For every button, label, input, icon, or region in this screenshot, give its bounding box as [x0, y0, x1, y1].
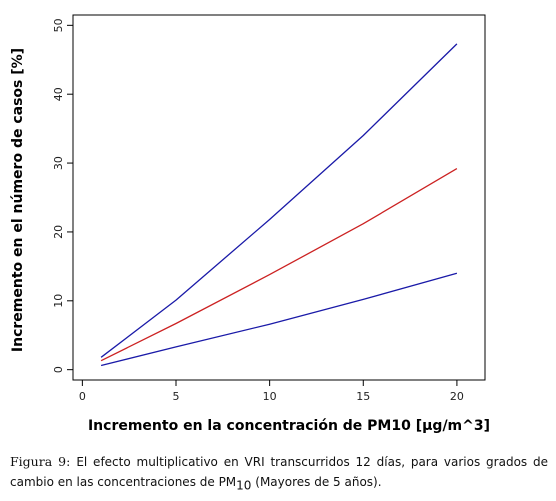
series-line-3 — [100, 272, 458, 367]
caption-tail: (Mayores de 5 años). — [251, 475, 382, 489]
figure-caption: Figura 9: El efecto multiplicativo en VR… — [10, 452, 548, 496]
y-axis-title: Incremento en el número de casos [%] — [10, 48, 26, 352]
x-tick-label: 5 — [173, 390, 180, 403]
series-line-1 — [100, 43, 458, 358]
x-tick-label: 15 — [356, 390, 370, 403]
x-tick-label: 20 — [450, 390, 464, 403]
chart: 0 5 10 15 20 0 10 20 30 40 50 Incremento en la co… — [10, 14, 490, 434]
y-tick-label: 20 — [52, 225, 65, 239]
y-tick-label: 0 — [52, 366, 65, 373]
x-tick-label: 10 — [263, 390, 277, 403]
series-line-2 — [100, 168, 458, 362]
x-tick-label: 0 — [79, 390, 86, 403]
y-tick-label: 30 — [52, 156, 65, 170]
series-layer — [100, 43, 458, 367]
x-axis-title: Incremento en la concentración de PM10 [… — [88, 418, 490, 434]
caption-lead: Figura 9: — [10, 454, 71, 469]
y-tick-label: 50 — [52, 18, 65, 32]
caption-subscript: 10 — [236, 478, 252, 493]
x-axis: 0 5 10 15 20 — [79, 380, 464, 403]
y-axis: 0 10 20 30 40 50 — [52, 18, 73, 373]
y-tick-label: 10 — [52, 294, 65, 308]
y-tick-label: 40 — [52, 87, 65, 101]
caption-text: El efecto multiplicativo en VRI transcur… — [10, 455, 548, 489]
plot-frame — [72, 14, 486, 381]
